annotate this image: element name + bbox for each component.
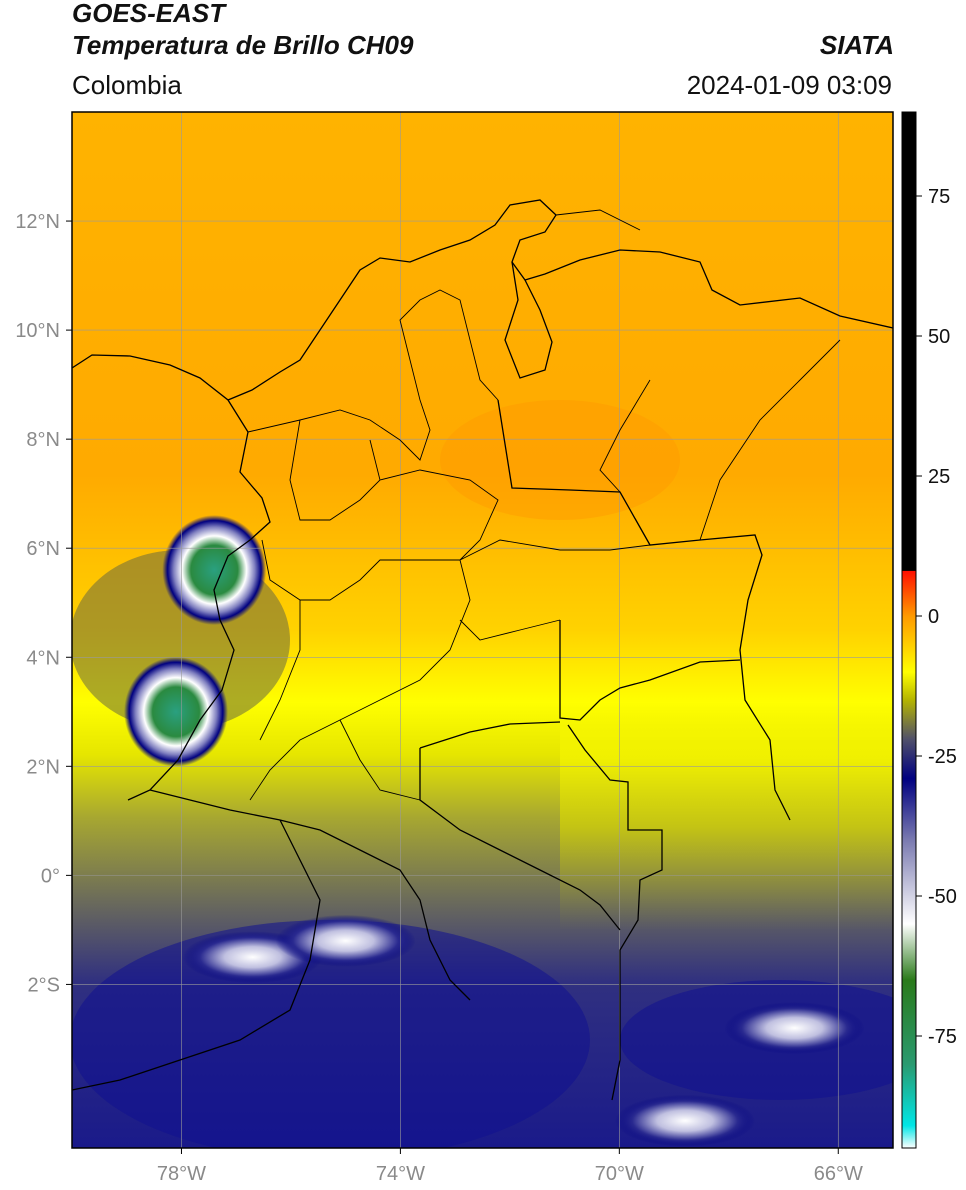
lat-tick-label: 8°N	[26, 429, 60, 451]
lon-tick-label: 70°W	[595, 1163, 644, 1185]
colorbar-frame	[901, 111, 917, 1149]
colombia-brazil-border	[559, 620, 741, 1101]
venezuela-state-borders	[555, 209, 841, 541]
colorbar-tick-label: -75	[928, 1026, 957, 1048]
lon-tick-label: 66°W	[814, 1163, 863, 1185]
longitude-axis: 78°W 74°W 70°W 66°W	[157, 1148, 863, 1185]
institution-title: SIATA	[819, 30, 894, 60]
colorbar-tick-label: -25	[928, 746, 957, 768]
colorbar-tick-label: 50	[928, 326, 950, 348]
cold-cloud-top	[123, 656, 228, 767]
cold-cloud-top	[162, 515, 267, 626]
southern-cloud-mass	[72, 920, 590, 1148]
cold-cloud-top	[275, 914, 416, 967]
lat-tick-label: 2°N	[26, 756, 60, 778]
lat-tick-label: 12°N	[15, 211, 60, 233]
colorbar-ticks: 75 50 25 0 -25 -50 -75	[916, 186, 957, 1048]
colombia-ecuador-border	[149, 789, 471, 1001]
colorbar-tick-label: 25	[928, 466, 950, 488]
peru-ecuador-border	[72, 819, 321, 1091]
cold-cloud-top	[724, 1002, 865, 1055]
lat-tick-label: 0°	[41, 865, 60, 887]
lon-tick-label: 78°W	[157, 1163, 206, 1185]
pacific-coastline	[72, 354, 271, 801]
warm-region	[440, 400, 680, 520]
satellite-title: GOES-EAST	[72, 0, 226, 28]
lat-tick-label: 4°N	[26, 647, 60, 669]
colorbar	[902, 112, 916, 1148]
lat-tick-label: 2°S	[28, 974, 60, 996]
map-frame	[71, 111, 894, 1149]
lat-tick-label: 10°N	[15, 320, 60, 342]
department-borders	[247, 289, 651, 801]
brightness-temperature-map	[72, 112, 893, 1148]
colorbar-tick-label: -50	[928, 886, 957, 908]
cold-cloud-top	[615, 1094, 756, 1147]
lon-tick-label: 74°W	[376, 1163, 425, 1185]
latitude-axis: 12°N 10°N 8°N 6°N 4°N 2°N 0° 2°S	[15, 211, 72, 996]
lat-tick-label: 6°N	[26, 538, 60, 560]
colorbar-tick-label: 0	[928, 606, 939, 628]
colorbar-tick-label: 75	[928, 186, 950, 208]
region-label: Colombia	[72, 70, 182, 100]
warm-llanos-region	[560, 700, 893, 930]
colombia-venezuela-border	[497, 261, 791, 821]
datetime-label: 2024-01-09 03:09	[686, 70, 892, 100]
product-title: Temperatura de Brillo CH09	[72, 30, 414, 60]
colombia-peru-border	[419, 721, 621, 931]
country-borders	[72, 199, 893, 1101]
